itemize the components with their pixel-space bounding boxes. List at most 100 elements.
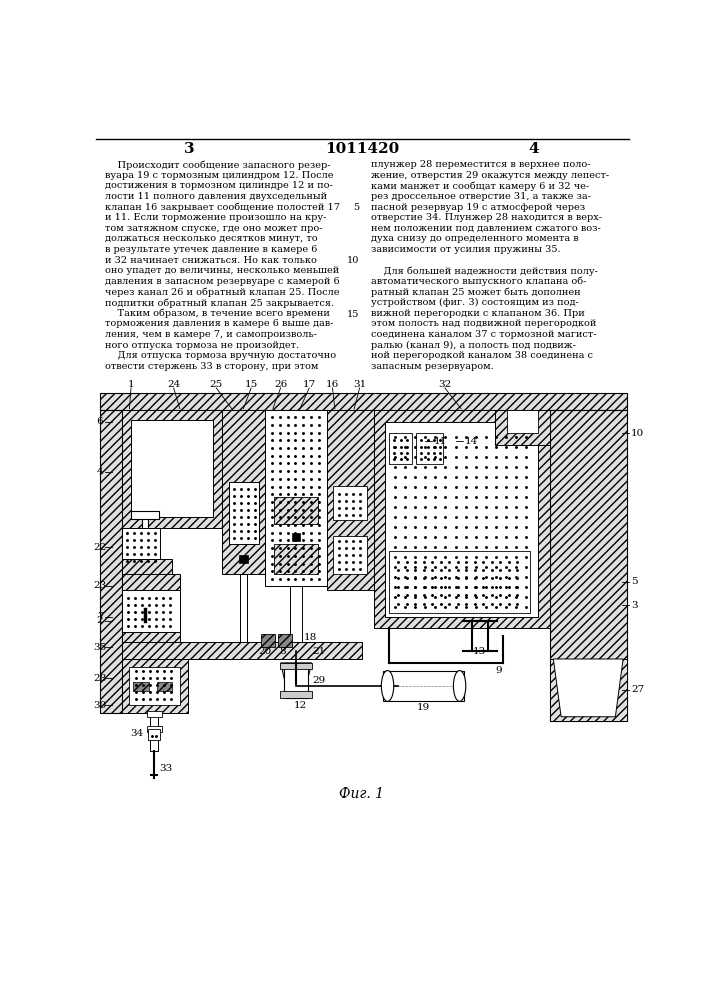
Text: 12: 12 [293,701,307,710]
Polygon shape [281,663,312,690]
Bar [416,433,443,464]
Bar [148,729,160,740]
Text: вижной перегородки с клапаном 36. При: вижной перегородки с клапаном 36. При [371,309,585,318]
Text: 26: 26 [274,380,287,389]
Text: 4: 4 [97,467,103,476]
Text: 21: 21 [312,647,326,656]
Text: 32: 32 [438,380,452,389]
Ellipse shape [381,671,394,701]
Bar [151,713,158,751]
Bar [507,410,538,433]
Text: ралью (канал 9), а полость под подвиж-: ралью (канал 9), а полость под подвиж- [371,341,576,350]
Bar [549,410,627,721]
Bar [142,517,148,636]
Text: 30: 30 [93,701,107,710]
Text: 11: 11 [434,437,448,446]
Text: 27: 27 [631,685,644,694]
Text: Происходит сообщение запасного резер-: Происходит сообщение запасного резер- [105,160,331,170]
Bar [223,410,265,574]
Bar [228,482,259,544]
Text: плунжер 28 переместится в верхнее поло-: плунжер 28 переместится в верхнее поло- [371,160,591,169]
Text: 18: 18 [303,633,317,642]
Bar [389,551,530,613]
Text: отверстие 34. Плунжер 28 находится в верх-: отверстие 34. Плунжер 28 находится в вер… [371,213,602,222]
Text: 5: 5 [631,578,638,586]
Text: 5: 5 [354,203,360,212]
Bar [122,559,172,605]
Text: ратный клапан 25 может быть дополнен: ратный клапан 25 может быть дополнен [371,288,581,297]
Text: Таким образом, в течение всего времени: Таким образом, в течение всего времени [105,309,330,318]
Text: 22: 22 [93,543,107,552]
Text: 9: 9 [496,666,503,675]
Text: вуара 19 с тормозным цилиндром 12. После: вуара 19 с тормозным цилиндром 12. После [105,171,334,180]
Text: 14: 14 [465,437,478,446]
Text: должаться несколько десятков минут, то: должаться несколько десятков минут, то [105,234,318,243]
Text: пасной резервуар 19 с атмосферой через: пасной резервуар 19 с атмосферой через [371,203,585,212]
Bar [122,410,223,528]
Text: духа снизу до определенного момента в: духа снизу до определенного момента в [371,234,579,243]
Text: и 11. Если торможение произошло на кру-: и 11. Если торможение произошло на кру- [105,213,327,222]
Bar [146,726,162,732]
Bar [280,691,312,698]
Text: 3: 3 [184,142,194,156]
Text: Для отпуска тормоза вручную достаточно: Для отпуска тормоза вручную достаточно [105,351,337,360]
Bar [129,667,180,705]
Text: в результате утечек давление в камере 6: в результате утечек давление в камере 6 [105,245,318,254]
Bar [274,544,317,574]
Text: рез дроссельное отверстие 31, а также за-: рез дроссельное отверстие 31, а также за… [371,192,591,201]
Bar [549,659,627,721]
Bar [284,663,308,698]
Text: запасным резервуаром.: запасным резервуаром. [371,362,494,371]
Bar [122,632,180,651]
Bar [156,682,172,691]
Polygon shape [554,659,623,717]
Text: 24: 24 [167,380,180,389]
Text: подпитки обратный клапан 25 закрывается.: подпитки обратный клапан 25 закрывается. [105,298,334,308]
Bar [495,410,549,445]
Text: лости 11 полного давления двухседельный: лости 11 полного давления двухседельный [105,192,327,201]
Bar [131,511,159,519]
Bar [239,555,248,563]
Bar [389,433,412,464]
Text: 29: 29 [312,676,326,685]
Bar [100,393,627,410]
Bar [290,586,303,651]
Text: 31: 31 [353,380,366,389]
Text: отвести стержень 33 в сторону, при этом: отвести стержень 33 в сторону, при этом [105,362,319,371]
Text: через канал 26 и обратный клапан 25. После: через канал 26 и обратный клапан 25. Пос… [105,288,340,297]
Text: соединена каналом 37 с тормозной магист-: соединена каналом 37 с тормозной магист- [371,330,597,339]
Text: 25: 25 [209,380,223,389]
Text: том затяжном спуске, где оно может про-: том затяжном спуске, где оно может про- [105,224,323,233]
Bar [333,486,368,520]
Text: ной перегородкой каналом 38 соединена с: ной перегородкой каналом 38 соединена с [371,351,593,360]
Bar [100,410,122,713]
Bar [327,410,373,590]
Text: клапан 16 закрывает сообщение полостей 17: клапан 16 закрывает сообщение полостей 1… [105,203,341,212]
Text: 4: 4 [529,142,539,156]
Bar [265,410,327,586]
Text: торможения давления в камере 6 выше дав-: торможения давления в камере 6 выше дав- [105,319,334,328]
Text: 35: 35 [93,643,107,652]
Text: автоматического выпускного клапана об-: автоматического выпускного клапана об- [371,277,587,286]
Text: Фиг. 1: Фиг. 1 [339,787,385,801]
Text: 8: 8 [279,647,286,656]
Text: 17: 17 [303,380,316,389]
Text: 15: 15 [245,380,258,389]
Text: 16: 16 [326,380,339,389]
Text: 3: 3 [631,601,638,610]
Bar [240,574,247,644]
Text: 2: 2 [97,616,103,625]
Text: нем положении под давлением сжатого воз-: нем положении под давлением сжатого воз- [371,224,601,233]
Text: зависимости от усилия пружины 35.: зависимости от усилия пружины 35. [371,245,561,254]
Bar [274,497,317,524]
Bar [333,536,368,574]
Bar [134,620,156,628]
Bar [292,533,300,541]
Bar [373,410,549,628]
Bar [383,671,464,701]
Text: 6: 6 [97,417,103,426]
Text: давления в запасном резервуаре с камерой 6: давления в запасном резервуаре с камерой… [105,277,340,286]
Bar [122,659,187,713]
Text: 10: 10 [631,429,644,438]
Bar [385,422,538,617]
